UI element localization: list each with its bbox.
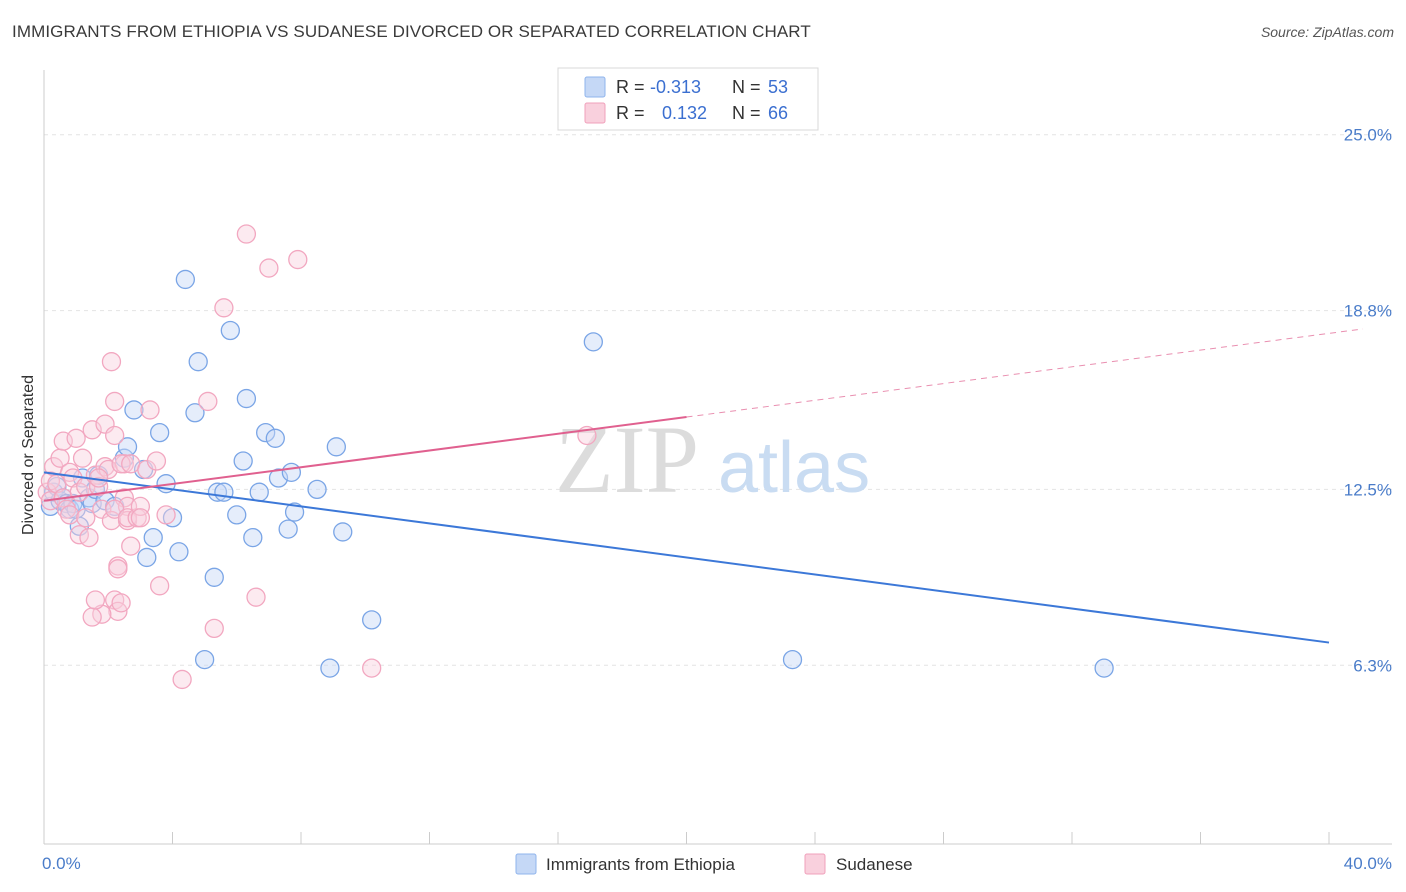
y-tick-labels: 6.3% 12.5% 18.8% 25.0%: [1344, 126, 1392, 676]
data-point: [194, 649, 215, 670]
data-point: [172, 669, 192, 690]
x-axis-ticks: [172, 832, 1330, 844]
data-point: [362, 658, 382, 678]
bottom-legend-swatch-sudanese: [804, 853, 826, 875]
legend-n-label: N =: [732, 103, 761, 123]
data-point: [101, 352, 122, 372]
legend-n-value-sudanese: 66: [768, 103, 788, 123]
x-tick-label: 40.0%: [1344, 854, 1392, 873]
data-point: [140, 400, 160, 420]
bottom-legend: Immigrants from Ethiopia Sudanese: [515, 853, 913, 875]
data-point: [583, 332, 603, 352]
trend-line: [43, 416, 687, 502]
data-point: [105, 425, 125, 446]
y-tick-label: 25.0%: [1344, 126, 1392, 145]
y-tick-label: 18.8%: [1344, 302, 1392, 321]
data-point: [149, 422, 170, 443]
x-tick-label: 0.0%: [42, 854, 81, 873]
data-point: [76, 508, 96, 528]
data-point: [1094, 658, 1114, 678]
data-point: [204, 567, 224, 587]
data-point: [243, 527, 263, 548]
y-tick-label: 12.5%: [1344, 480, 1392, 499]
data-point: [85, 590, 106, 610]
data-point: [108, 559, 128, 579]
data-point: [101, 510, 122, 531]
data-point: [233, 451, 253, 471]
data-point: [326, 437, 346, 457]
data-point: [204, 618, 224, 639]
data-point: [278, 519, 298, 539]
legend-n-label: N =: [732, 77, 761, 97]
data-point: [185, 403, 205, 423]
data-point: [82, 607, 102, 627]
data-point: [281, 462, 302, 482]
chart-source: Source: ZipAtlas.com: [1260, 24, 1394, 40]
data-point: [214, 298, 234, 318]
legend-r-value-sudanese: 0.132: [662, 103, 707, 123]
data-point: [362, 610, 382, 630]
data-point: [227, 505, 247, 525]
data-point: [284, 502, 305, 522]
data-point: [130, 496, 151, 517]
data-point: [256, 422, 276, 443]
data-point: [124, 400, 144, 420]
data-point: [175, 269, 196, 290]
y-axis-label: Divorced or Separated: [20, 375, 37, 535]
data-point: [105, 391, 125, 412]
data-point: [236, 388, 257, 409]
legend-r-label: R =: [616, 103, 645, 123]
legend-swatch-ethiopia: [584, 76, 606, 98]
data-point: [95, 457, 115, 477]
trend-line: [43, 471, 1330, 644]
data-point: [121, 454, 141, 474]
series-sudanese-points: [37, 224, 597, 690]
bottom-legend-swatch-ethiopia: [515, 853, 537, 875]
data-point: [246, 587, 266, 607]
data-point: [143, 527, 163, 548]
trend-lines: [43, 328, 1364, 644]
data-point: [66, 428, 86, 448]
x-tick-labels: 0.0% 40.0%: [42, 854, 1392, 873]
data-point: [121, 536, 141, 556]
data-point: [60, 505, 80, 525]
data-point: [220, 320, 240, 341]
chart-title: IMMIGRANTS FROM ETHIOPIA VS SUDANESE DIV…: [12, 22, 811, 41]
data-point: [146, 451, 167, 471]
data-point: [198, 391, 218, 412]
data-point: [188, 352, 208, 372]
top-legend: R = -0.313 N = 53 R = 0.132 N = 66: [557, 67, 819, 131]
data-point: [214, 482, 234, 502]
data-point: [236, 224, 257, 244]
data-point: [137, 547, 157, 568]
legend-r-value-ethiopia: -0.313: [650, 77, 701, 97]
data-point: [111, 593, 131, 613]
data-point: [307, 479, 327, 500]
data-point: [320, 658, 340, 678]
y-tick-label: 6.3%: [1353, 656, 1392, 675]
data-point: [288, 249, 308, 270]
watermark-atlas: atlas: [718, 428, 870, 508]
trend-line-extension: [686, 328, 1364, 418]
data-point: [56, 499, 77, 519]
data-point: [259, 258, 279, 278]
data-point: [333, 522, 353, 542]
data-point: [249, 482, 269, 502]
grid-lines: [44, 134, 1392, 666]
bottom-legend-label-sudanese: Sudanese: [836, 855, 913, 874]
bottom-legend-label-ethiopia: Immigrants from Ethiopia: [546, 855, 735, 874]
legend-r-label: R =: [616, 77, 645, 97]
data-point: [72, 448, 93, 468]
data-point: [149, 576, 170, 596]
data-point: [79, 527, 99, 548]
data-point: [782, 649, 803, 670]
legend-n-value-ethiopia: 53: [768, 77, 788, 97]
data-point: [156, 505, 176, 525]
legend-swatch-sudanese: [584, 102, 606, 124]
watermark-zip: ZIP: [555, 406, 699, 513]
data-point: [130, 508, 151, 528]
data-point: [169, 542, 189, 562]
data-point: [265, 428, 285, 448]
